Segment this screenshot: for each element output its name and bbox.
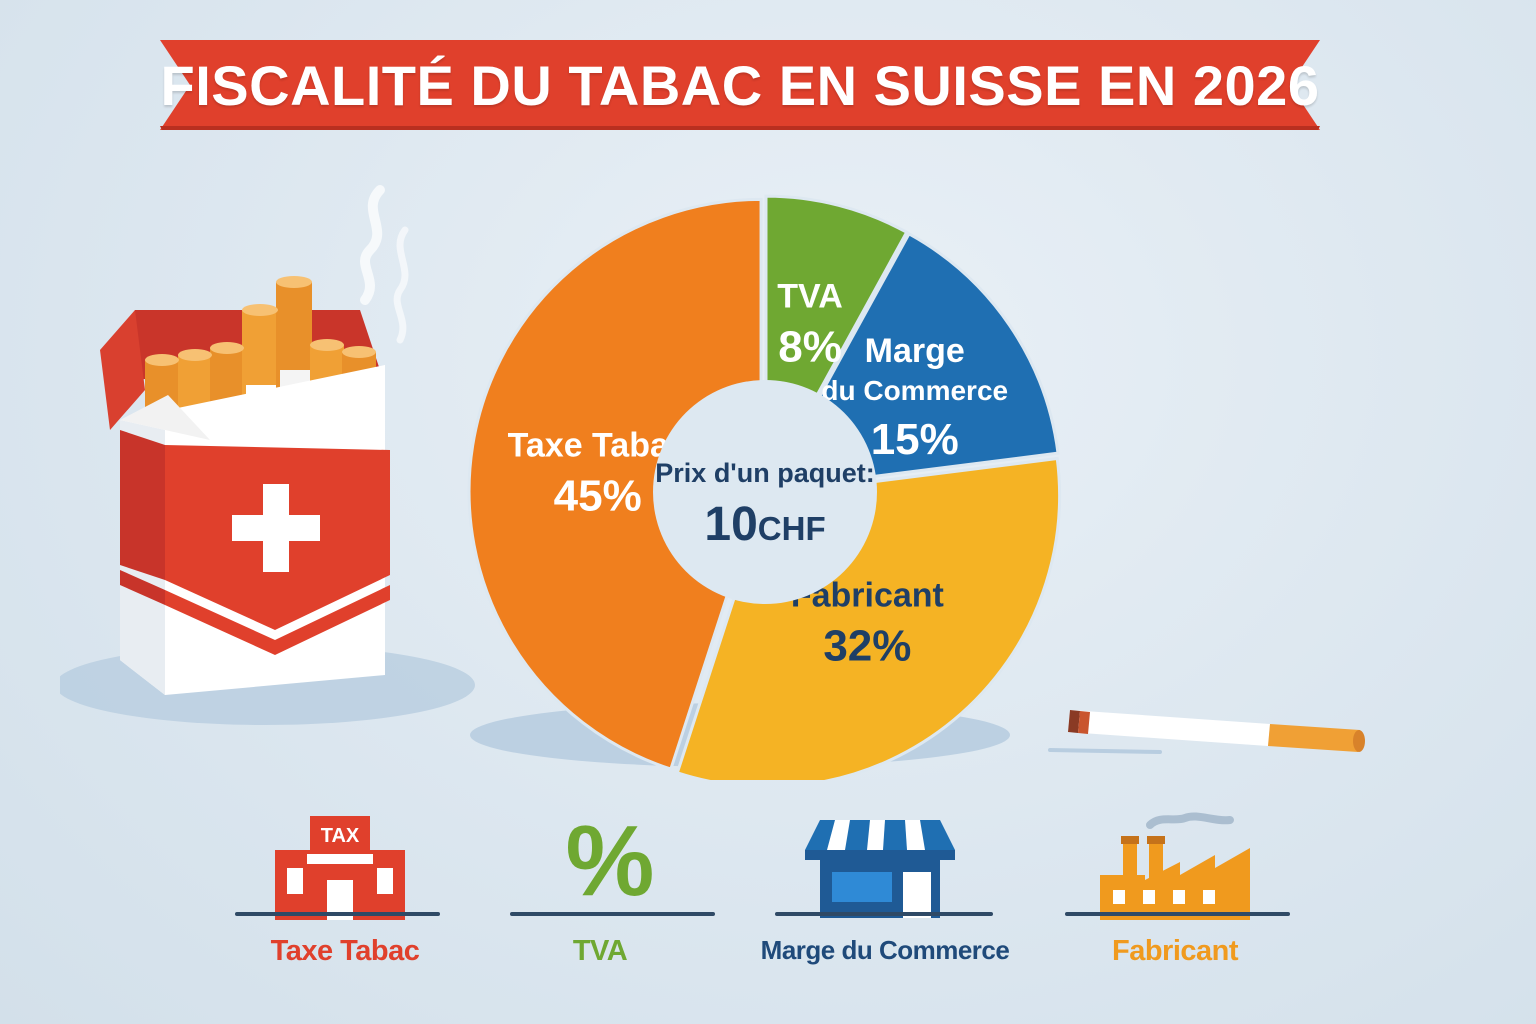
slice-value-label: 32% [823,622,911,671]
tax-icon-text: TAX [321,825,360,847]
legend-divider [1065,912,1290,916]
center-label: Prix d'un paquet: [655,458,874,488]
legend-label: Fabricant [1111,935,1239,967]
factory-icon [1065,810,1285,920]
pie-chart: Taxe Tabac 45% TVA 8% Marge du Commerce 15% Fab… [440,190,1100,789]
percent-glyph: % [566,810,655,917]
slice-name-label: TVA [777,278,842,316]
tax-building-icon: TAX [235,810,455,920]
cigarette-pack-illustration [55,170,500,735]
center-price: 10CHF [704,498,825,551]
legend-divider [510,912,715,916]
pie-slice-taxe-tabac [467,197,763,771]
center-value: 10 [704,498,757,551]
slice-name-label: Taxe Tabac [508,427,688,465]
legend: TAX Taxe Tabac % TVA [0,790,1536,990]
legend-divider [235,912,440,916]
legend-item-tva: % TVA [510,790,730,990]
legend-label: Marge du Commerce [760,935,1010,965]
legend-item-taxe-tabac: TAX Taxe Tabac [235,790,455,990]
center-hole [653,380,877,604]
slice-name-label: Marge [865,332,965,370]
legend-item-fabricant: Fabricant [1065,790,1290,990]
slice-name-label: du Commerce [821,375,1008,406]
slice-value-label: 15% [871,415,959,464]
legend-label: TVA [572,935,628,967]
slice-value-label: 8% [778,323,842,372]
storefront-icon [775,810,995,920]
cigarette-illustration [1040,680,1380,785]
slice-value-label: 45% [554,472,642,521]
percent-icon: % [510,805,730,920]
page-title: FISCALITÉ DU TABAC EN SUISSE EN 2026 [160,53,1320,117]
center-unit: CHF [758,510,826,547]
legend-item-marge: Marge du Commerce [761,790,1010,990]
title-banner: FISCALITÉ DU TABAC EN SUISSE EN 2026 [160,40,1320,130]
legend-label: Taxe Tabac [270,935,420,967]
legend-divider [775,912,993,916]
